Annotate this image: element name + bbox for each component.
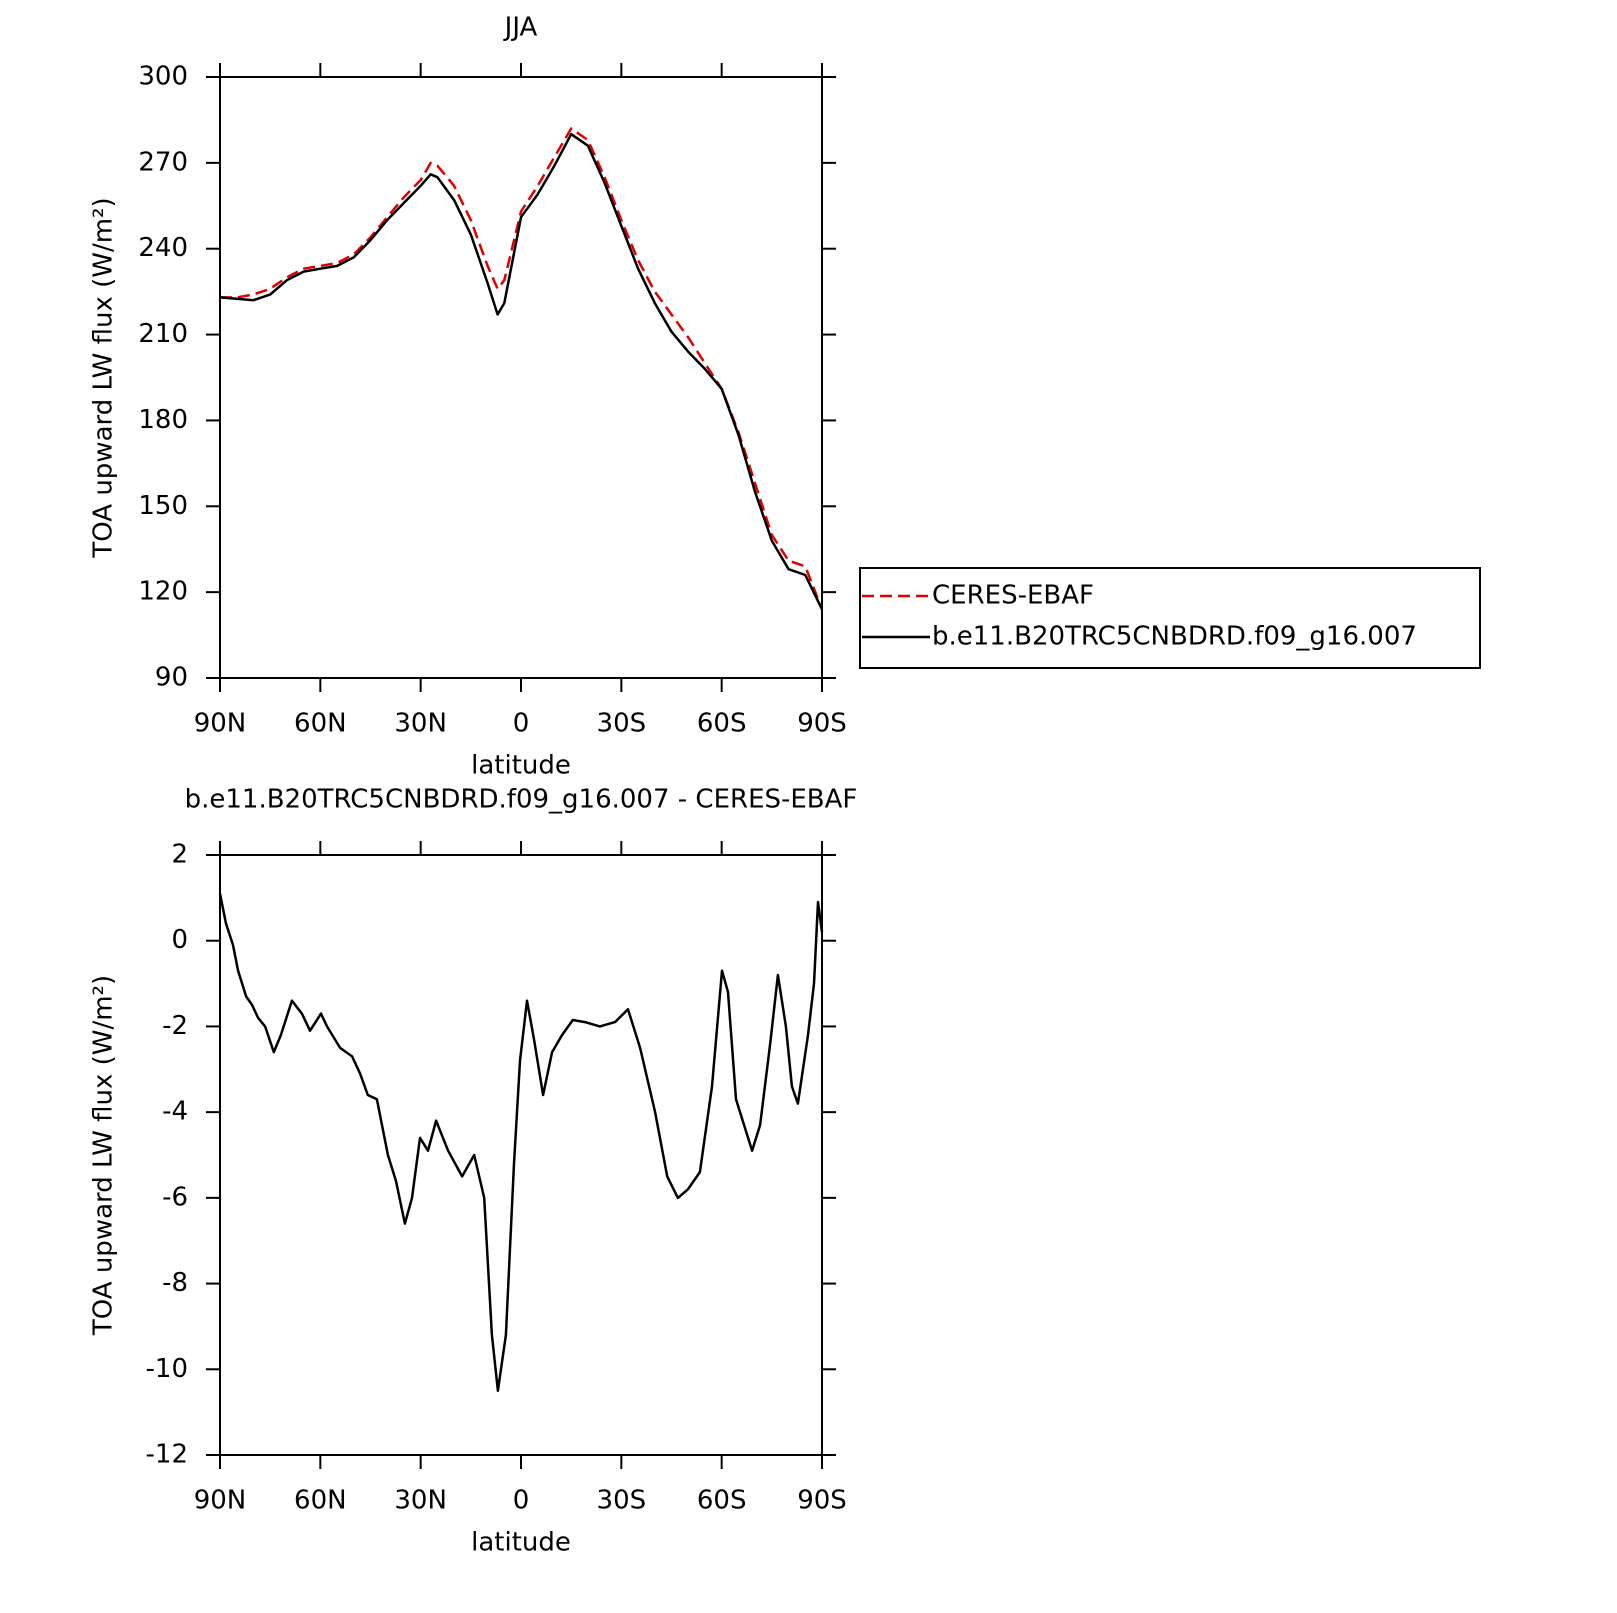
chart-title: b.e11.B20TRC5CNBDRD.f09_g16.007 - CERES-… <box>185 785 858 815</box>
x-axis-label: latitude <box>471 1528 571 1558</box>
y-tick-label: 2 <box>171 840 188 870</box>
y-tick-label: 240 <box>138 233 188 263</box>
y-tick-label: -2 <box>162 1011 188 1041</box>
plot-frame <box>219 854 823 1456</box>
y-tick-label: -10 <box>146 1354 188 1384</box>
x-tick-label: 30S <box>597 709 647 739</box>
y-tick-label: 90 <box>155 663 188 693</box>
data-line <box>220 127 824 610</box>
legend-box <box>859 567 1481 669</box>
x-tick-label: 0 <box>513 1486 530 1516</box>
legend-label: b.e11.B20TRC5CNBDRD.f09_g16.007 <box>932 622 1417 652</box>
y-tick-label: -6 <box>162 1182 188 1212</box>
y-tick-label: 210 <box>138 319 188 349</box>
data-line <box>219 132 824 610</box>
y-tick-label: 300 <box>138 62 188 92</box>
x-tick-label: 30S <box>597 1486 647 1516</box>
legend: CERES-EBAF b.e11.B20TRC5CNBDRD.f09_g16.00… <box>859 567 1481 669</box>
y-tick-label: -8 <box>162 1268 188 1298</box>
x-tick-label: 60N <box>294 709 347 739</box>
x-axis-label: latitude <box>471 751 571 781</box>
x-tick-label: 60S <box>697 1486 747 1516</box>
y-tick-label: 270 <box>138 147 188 177</box>
x-tick-label: 90S <box>797 1486 847 1516</box>
legend-label: CERES-EBAF <box>932 581 1094 611</box>
x-tick-label: 60S <box>697 709 747 739</box>
chart-title: JJA <box>503 13 538 43</box>
data-line <box>218 893 824 1392</box>
y-tick-label: 150 <box>138 491 188 521</box>
x-tick-label: 90N <box>194 1486 247 1516</box>
x-tick-label: 90S <box>797 709 847 739</box>
y-tick-label: 120 <box>138 577 188 607</box>
x-tick-label: 30N <box>394 1486 447 1516</box>
y-axis-label: TOA upward LW flux (W/m²) <box>89 197 119 558</box>
y-tick-label: 0 <box>171 925 188 955</box>
x-tick-label: 60N <box>294 1486 347 1516</box>
x-tick-label: 30N <box>394 709 447 739</box>
plot-frame <box>219 76 823 679</box>
x-tick-label: 0 <box>513 709 530 739</box>
y-tick-label: -12 <box>146 1440 188 1470</box>
y-axis-label: TOA upward LW flux (W/m²) <box>89 975 119 1336</box>
y-tick-label: -4 <box>162 1097 188 1127</box>
y-tick-label: 180 <box>138 405 188 435</box>
x-tick-label: 90N <box>194 709 247 739</box>
